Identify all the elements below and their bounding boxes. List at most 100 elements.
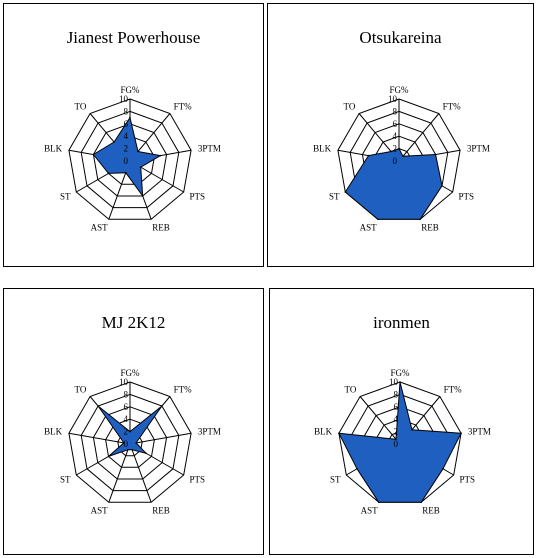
data-point: [129, 430, 131, 433]
tick-label: 8: [394, 389, 399, 399]
grid-ring: [105, 418, 155, 468]
tick-label: 6: [124, 402, 129, 412]
tick-label: 10: [119, 377, 129, 387]
axis-spoke: [68, 432, 131, 445]
data-point: [137, 150, 139, 153]
category-label: AST: [91, 223, 109, 233]
data-point: [441, 185, 443, 187]
category-label: TO: [345, 385, 357, 395]
data-point: [395, 438, 397, 441]
series-area: [344, 148, 443, 220]
tick-label: 10: [389, 377, 399, 387]
grid-ring: [80, 393, 180, 492]
data-point: [367, 154, 370, 157]
category-label: 3PTM: [467, 144, 490, 154]
axis-spoke: [359, 396, 401, 445]
data-point: [161, 405, 163, 407]
data-point: [442, 468, 444, 470]
data-point: [419, 218, 421, 221]
data-point: [356, 468, 358, 470]
series-area: [92, 117, 161, 197]
tick-label: 6: [394, 402, 399, 412]
panel-title: Jianest Powerhouse: [66, 28, 201, 47]
category-label: PTS: [190, 192, 206, 202]
category-label: ST: [60, 192, 71, 202]
data-point: [159, 154, 162, 157]
data-point: [127, 449, 129, 451]
data-point: [141, 195, 144, 197]
category-label: REB: [422, 506, 440, 516]
data-point: [139, 166, 142, 168]
radar-panel-ironmen: ironmen 0 2 4 6 8 10 FG% FT% 3PTM PTS REB AST ST BLK T…: [269, 288, 534, 555]
category-label: REB: [421, 223, 439, 233]
tick-label: 2: [124, 427, 129, 437]
data-point: [135, 442, 137, 444]
data-point: [145, 452, 147, 455]
axis-spoke: [129, 432, 192, 445]
series-area: [338, 381, 462, 503]
radar-panel-mj-2k12: MJ 2K12 0 2 4 6 8 10 FG% FT% 3PTM PTS REB AST ST BLK T…: [3, 288, 264, 555]
grid-ring: [80, 110, 180, 209]
data-point: [390, 150, 392, 153]
tick-label: 10: [119, 94, 129, 104]
data-point: [125, 171, 127, 174]
axis-spoke: [108, 443, 131, 503]
category-label: AST: [361, 506, 379, 516]
category-label: FG%: [120, 368, 140, 378]
tick-label: 6: [393, 119, 398, 129]
tick-label: 2: [124, 144, 129, 154]
data-point: [131, 449, 133, 451]
data-point: [377, 218, 379, 221]
grid-ring: [117, 431, 143, 457]
category-label: ST: [329, 192, 340, 202]
category-label: FT%: [174, 102, 193, 112]
data-point: [398, 147, 400, 150]
tick-label: 6: [124, 119, 129, 129]
tick-label: 0: [394, 439, 399, 449]
data-point: [434, 153, 437, 156]
panel-title: ironmen: [373, 313, 430, 332]
category-label: PTS: [460, 475, 476, 485]
category-label: 3PTM: [198, 427, 221, 437]
panel-title: Otsukareina: [359, 28, 442, 47]
category-label: 3PTM: [198, 144, 221, 154]
category-label: AST: [91, 506, 109, 516]
category-label: BLK: [313, 144, 332, 154]
axis-spoke: [398, 113, 440, 162]
tick-label: 8: [124, 106, 129, 116]
category-label: FG%: [390, 368, 410, 378]
data-point: [338, 432, 340, 434]
series-area: [97, 405, 163, 457]
data-point: [420, 501, 422, 504]
data-point: [460, 432, 462, 434]
category-label: FG%: [389, 85, 409, 95]
category-label: ST: [330, 475, 341, 485]
data-point: [344, 191, 347, 193]
category-label: TO: [75, 102, 87, 112]
category-label: FG%: [120, 85, 140, 95]
data-point: [113, 141, 115, 143]
category-label: PTS: [459, 192, 475, 202]
category-label: ST: [60, 475, 71, 485]
data-point: [399, 381, 401, 383]
tick-label: 4: [394, 414, 399, 424]
panel-title: MJ 2K12: [101, 313, 166, 332]
tick-label: 0: [124, 156, 129, 166]
tick-label: 0: [393, 156, 398, 166]
grid-ring: [92, 406, 168, 480]
data-point: [378, 501, 380, 504]
category-label: REB: [152, 506, 170, 516]
tick-label: 0: [124, 439, 129, 449]
category-label: FT%: [444, 385, 463, 395]
category-label: BLK: [314, 427, 333, 437]
data-point: [402, 155, 404, 158]
category-label: BLK: [44, 427, 63, 437]
tick-label: 4: [124, 414, 129, 424]
grid-ring: [68, 98, 192, 220]
radar-panel-otsukareina: Otsukareina 0 2 4 6 8 10 FG% FT% 3PTM PTS REB AST ST…: [267, 3, 534, 267]
axis-spoke: [129, 443, 152, 503]
